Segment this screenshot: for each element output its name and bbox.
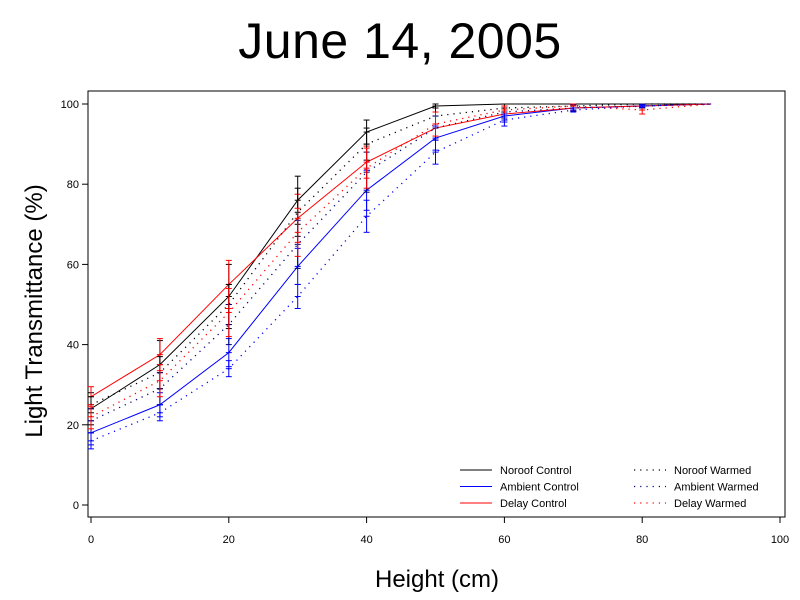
series-group	[90, 103, 712, 442]
series-line-5	[90, 103, 712, 418]
series-line-4	[90, 103, 712, 422]
y-tick-label: 60	[67, 259, 79, 271]
series-line-6	[90, 103, 712, 442]
series-line-3	[90, 103, 712, 406]
x-axis: 0 20 40 60 80 100	[88, 517, 789, 546]
x-tick-label: 100	[771, 534, 789, 546]
x-axis-label: Height (cm)	[375, 566, 499, 593]
series-line-2	[90, 103, 712, 398]
y-axis-label: Light Transmittance (%)	[21, 184, 48, 437]
legend-label: Ambient Control	[500, 482, 579, 494]
y-tick-label: 0	[73, 500, 79, 512]
x-tick-label: 40	[360, 534, 372, 546]
legend-label: Ambient Warmed	[674, 482, 759, 494]
y-axis: 0 20 40 60 80 100	[61, 99, 88, 512]
legend-label: Delay Warmed	[674, 498, 746, 510]
legend-label: Delay Control	[500, 498, 567, 510]
legend-label: Noroof Warmed	[674, 465, 751, 477]
legend: Noroof Control Ambient Control Delay Contr…	[460, 465, 759, 510]
x-tick-label: 60	[498, 534, 510, 546]
errorbar-group	[88, 103, 646, 450]
y-tick-label: 80	[67, 179, 79, 191]
legend-label: Noroof Control	[500, 465, 572, 477]
plot-frame	[87, 90, 786, 518]
x-tick-label: 20	[223, 534, 235, 546]
chart-title: June 14, 2005	[238, 13, 562, 69]
y-tick-label: 40	[67, 340, 79, 352]
series-line-0	[90, 103, 712, 410]
y-tick-label: 20	[67, 420, 79, 432]
y-tick-label: 100	[61, 99, 79, 111]
series-line-1	[90, 103, 712, 434]
x-tick-label: 80	[636, 534, 648, 546]
x-tick-label: 0	[88, 534, 94, 546]
